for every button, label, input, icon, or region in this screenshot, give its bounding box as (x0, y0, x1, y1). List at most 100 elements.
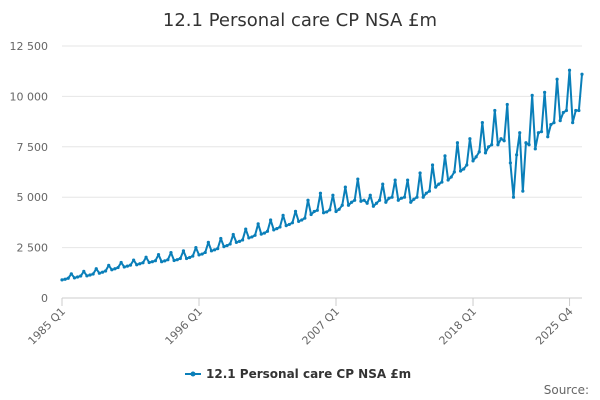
data-point[interactable] (359, 199, 363, 203)
data-point[interactable] (135, 263, 139, 267)
data-point[interactable] (452, 170, 456, 174)
data-point[interactable] (384, 200, 388, 204)
data-point[interactable] (219, 236, 223, 241)
data-point[interactable] (368, 193, 372, 197)
data-point[interactable] (259, 232, 263, 236)
data-point[interactable] (346, 203, 351, 207)
data-point[interactable] (197, 253, 201, 257)
data-point[interactable] (412, 197, 416, 201)
series-line[interactable] (61, 69, 583, 281)
data-point[interactable] (88, 273, 92, 277)
data-point[interactable] (269, 218, 273, 222)
data-point[interactable] (169, 251, 173, 255)
data-point[interactable] (138, 262, 142, 266)
data-point[interactable] (156, 253, 161, 257)
data-point[interactable] (253, 233, 257, 237)
data-point[interactable] (150, 260, 154, 264)
data-point[interactable] (418, 171, 422, 175)
data-point[interactable] (69, 272, 73, 276)
data-point[interactable] (334, 209, 338, 214)
data-point[interactable] (60, 278, 64, 282)
data-point[interactable] (543, 90, 547, 94)
data-point[interactable] (505, 102, 509, 107)
data-point[interactable] (343, 185, 347, 189)
data-point[interactable] (303, 216, 307, 220)
data-point[interactable] (318, 191, 323, 195)
data-point[interactable] (353, 198, 357, 202)
data-point[interactable] (508, 161, 512, 165)
data-point[interactable] (321, 211, 326, 215)
data-point[interactable] (203, 250, 207, 255)
data-point[interactable] (231, 232, 235, 237)
data-point[interactable] (524, 141, 528, 145)
legend[interactable]: 12.1 Personal care CP NSA £m (185, 367, 411, 381)
data-point[interactable] (188, 255, 192, 260)
data-point[interactable] (163, 259, 167, 263)
data-point[interactable] (409, 200, 413, 204)
data-point[interactable] (222, 244, 226, 249)
data-point[interactable] (72, 276, 77, 280)
data-point[interactable] (365, 201, 369, 205)
data-point[interactable] (424, 191, 428, 195)
data-point[interactable] (284, 224, 288, 228)
data-point[interactable] (241, 238, 245, 242)
data-point[interactable] (518, 131, 522, 135)
data-point[interactable] (381, 182, 385, 186)
data-point[interactable] (415, 195, 419, 199)
data-point[interactable] (571, 121, 575, 125)
data-point[interactable] (536, 131, 541, 135)
data-point[interactable] (455, 141, 460, 145)
data-point[interactable] (434, 185, 438, 189)
data-point[interactable] (110, 268, 114, 272)
data-point[interactable] (558, 118, 562, 123)
data-point[interactable] (574, 108, 578, 113)
data-point[interactable] (325, 210, 329, 214)
data-point[interactable] (91, 272, 95, 276)
data-point[interactable] (297, 219, 301, 223)
data-point[interactable] (265, 229, 270, 233)
data-point[interactable] (440, 180, 444, 184)
data-point[interactable] (287, 222, 291, 227)
data-point[interactable] (194, 246, 198, 250)
data-point[interactable] (75, 275, 80, 279)
data-point[interactable] (181, 249, 186, 253)
data-point[interactable] (228, 242, 232, 246)
data-point[interactable] (79, 274, 83, 278)
data-point[interactable] (85, 274, 89, 278)
data-point[interactable] (147, 260, 151, 265)
data-point[interactable] (119, 260, 123, 265)
data-point[interactable] (340, 203, 344, 207)
data-point[interactable] (256, 222, 260, 226)
data-point[interactable] (103, 269, 108, 273)
data-point[interactable] (125, 264, 129, 268)
data-point[interactable] (462, 167, 466, 171)
data-point[interactable] (580, 72, 584, 76)
data-point[interactable] (272, 228, 276, 232)
data-point[interactable] (561, 110, 565, 115)
data-point[interactable] (128, 263, 133, 267)
data-point[interactable] (262, 231, 266, 235)
data-point[interactable] (200, 252, 204, 256)
data-point[interactable] (486, 145, 491, 149)
data-point[interactable] (552, 121, 556, 125)
data-point[interactable] (496, 143, 500, 147)
data-point[interactable] (490, 143, 494, 147)
data-point[interactable] (458, 169, 463, 173)
data-point[interactable] (97, 271, 101, 275)
data-point[interactable] (521, 189, 525, 193)
data-point[interactable] (63, 277, 67, 281)
data-point[interactable] (546, 135, 550, 139)
data-point[interactable] (306, 198, 310, 202)
data-point[interactable] (446, 178, 450, 182)
data-point[interactable] (247, 236, 251, 240)
data-point[interactable] (309, 212, 313, 217)
data-point[interactable] (160, 260, 164, 264)
data-point[interactable] (216, 247, 220, 251)
data-point[interactable] (577, 108, 581, 113)
data-point[interactable] (474, 155, 478, 159)
data-point[interactable] (533, 147, 537, 151)
data-point[interactable] (153, 259, 158, 263)
data-point[interactable] (166, 258, 170, 262)
data-point[interactable] (530, 93, 534, 97)
data-point[interactable] (122, 265, 126, 269)
